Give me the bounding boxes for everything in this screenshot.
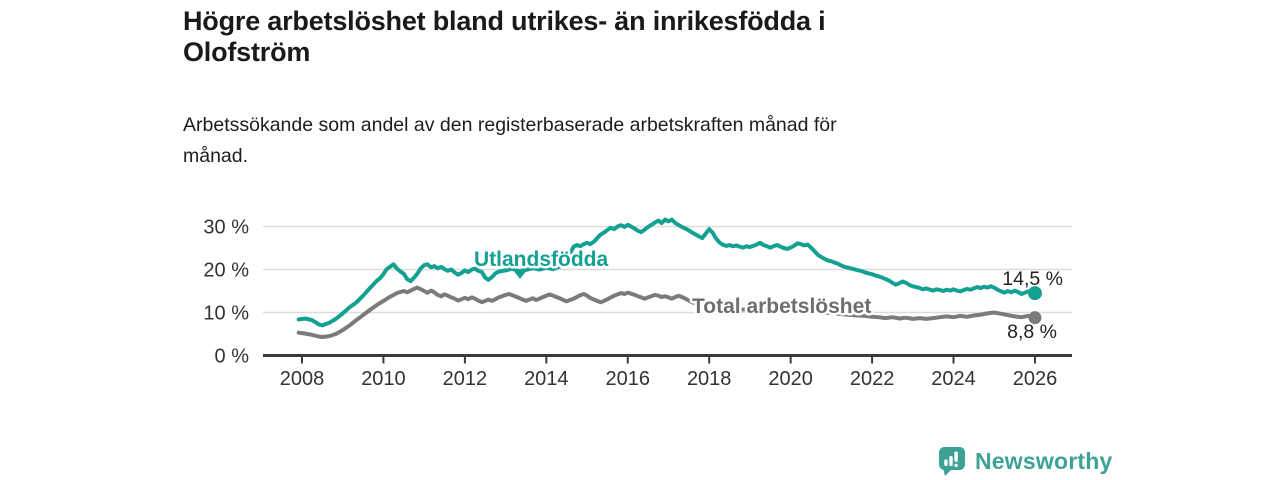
x-axis-tick-label: 2012 [443,368,488,390]
x-axis-tick-label: 2010 [361,368,406,390]
newsworthy-logo-text: Newsworthy [975,448,1113,474]
chart-subtitle-line1: Arbetssökande som andel av den registerb… [183,114,837,136]
y-axis-tick-label: 10 % [203,303,249,325]
y-axis-tick-label: 30 % [203,217,249,239]
x-axis-tick-label: 2014 [524,368,569,390]
end-point-dot-utlandsfodda [1027,286,1042,301]
series-label-total: Total arbetslöshet [692,295,871,318]
chart-header: Högre arbetslöshet bland utrikes- än inr… [183,6,1043,167]
end-value-label-utlandsfodda: 14,5 % [1002,268,1063,290]
series-line-utlandsfodda [296,217,1037,328]
y-axis-tick-label: 0 % [215,346,250,368]
bar-chart-speech-bubble-icon [939,447,965,476]
series-line-total [296,285,1037,339]
chart-title: Högre arbetslöshet bland utrikes- än inr… [183,6,1043,68]
y-axis-tick-label: 20 % [203,260,249,282]
line-chart: 0 % 10 % 20 % 30 % 2008 2010 2012 2014 2016 2018 2… [203,217,1072,390]
chart-title-line2: Olofström [183,37,311,67]
x-axis-tick-label: 2022 [850,368,895,390]
x-axis-tick-label: 2024 [931,368,976,390]
chart-title-line1: Högre arbetslöshet bland utrikes- än inr… [183,6,826,36]
x-axis-tick-label: 2020 [768,368,813,390]
newsworthy-logo: Newsworthy [938,446,1112,477]
series-label-pointer-icon [513,270,527,279]
x-axis-tick-label: 2018 [687,368,732,390]
end-point-dot-total [1028,311,1042,325]
series-label-utlandsfodda: Utlandsfödda [474,248,608,271]
chart-subtitle-line2: månad. [183,145,249,167]
x-axis-tick-label: 2016 [606,368,651,390]
chart-subtitle: Arbetssökande som andel av den registerb… [183,110,1043,172]
x-axis-tick-label: 2026 [1013,368,1058,390]
end-value-label-total: 8,8 % [1007,321,1057,343]
x-axis-tick-label: 2008 [280,368,325,390]
